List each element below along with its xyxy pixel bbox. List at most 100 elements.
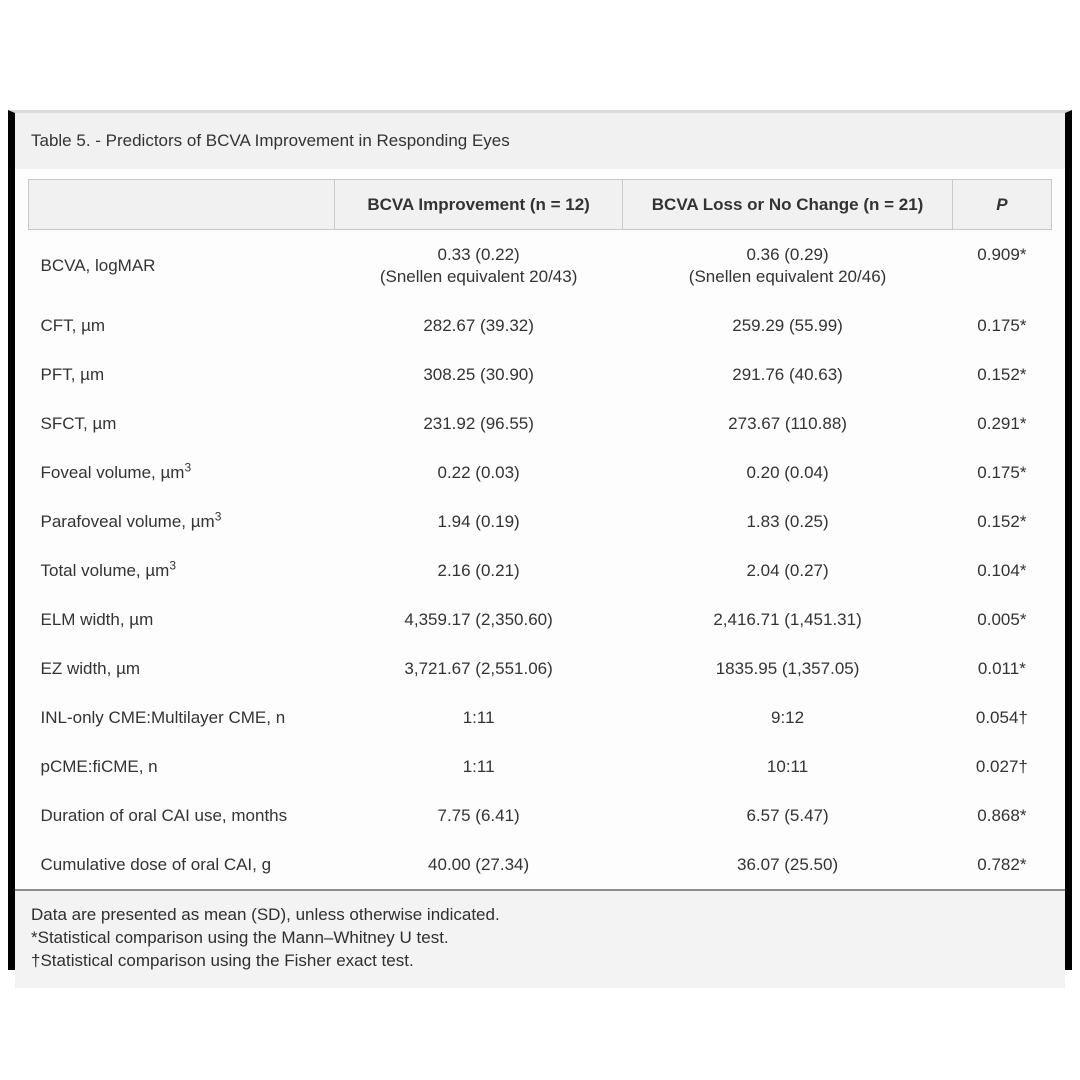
row-label: Cumulative dose of oral CAI, g (40, 855, 272, 874)
p-value: 0.152* (977, 365, 1027, 384)
table-body: BCVA, logMAR 0.33 (0.22) (Snellen equivale… (29, 230, 1052, 890)
improvement-value-line: 1.94 (0.19) (437, 512, 520, 531)
p-value: 0.005* (977, 610, 1027, 629)
footnote-line: †Statistical comparison using the Fisher… (31, 951, 414, 970)
col-header-p: P (951, 179, 1053, 230)
table-title: Table 5. - Predictors of BCVA Improvemen… (31, 131, 510, 150)
table-row: Foveal volume, µm3 0.22 (0.03) 0.20 (0.04)… (29, 448, 1052, 497)
improvement-value-line: 282.67 (39.32) (423, 316, 534, 335)
improvement-value: 282.67 (39.32) (334, 301, 622, 350)
p-value: 0.909* (977, 245, 1027, 264)
improvement-value-line: 1:11 (462, 708, 495, 727)
footnotes: Data are presented as mean (SD), unless … (15, 889, 1065, 988)
loss-value-line: 0.20 (0.04) (746, 463, 829, 482)
row-label: EZ width, µm (40, 659, 141, 678)
row-label: PFT, µm (40, 365, 105, 384)
improvement-value: 231.92 (96.55) (334, 399, 622, 448)
table-row: Duration of oral CAI use, months 7.75 (6.… (29, 791, 1052, 840)
row-label: ELM width, µm (40, 610, 154, 629)
loss-value: 2.04 (0.27) (623, 546, 952, 595)
table-row: ELM width, µm 4,359.17 (2,350.60) 2,416.71… (29, 595, 1052, 644)
row-label: Total volume, µm3 (40, 558, 177, 580)
row-label-superscript: 3 (169, 558, 177, 573)
row-label-superscript: 3 (214, 509, 222, 524)
predictors-table: BCVA Improvement (n = 12) BCVA Loss or N… (28, 179, 1053, 890)
p-value: 0.782* (977, 855, 1027, 874)
loss-value-line: 1835.95 (1,357.05) (715, 659, 860, 678)
improvement-value: 1:11 (334, 742, 622, 791)
footnote-line: *Statistical comparison using the Mann–W… (31, 928, 449, 947)
improvement-value: 1:11 (334, 693, 622, 742)
p-value: 0.152* (977, 512, 1027, 531)
table-row: EZ width, µm 3,721.67 (2,551.06) 1835.95 (… (29, 644, 1052, 693)
footnote-line: Data are presented as mean (SD), unless … (31, 905, 500, 924)
row-label: Duration of oral CAI use, months (40, 806, 288, 825)
table-row: Parafoveal volume, µm3 1.94 (0.19) 1.83 (0… (29, 497, 1052, 546)
table-title-bar: Table 5. - Predictors of BCVA Improvemen… (15, 113, 1065, 169)
col-header-improvement: BCVA Improvement (n = 12) (333, 179, 624, 230)
table-row: PFT, µm 308.25 (30.90) 291.76 (40.63) 0.152… (29, 350, 1052, 399)
p-value: 0.011* (977, 659, 1026, 678)
improvement-value-line: 4,359.17 (2,350.60) (404, 610, 553, 629)
row-label: CFT, µm (40, 316, 106, 335)
improvement-value-line: 3,721.67 (2,551.06) (404, 659, 553, 678)
improvement-value: 2.16 (0.21) (334, 546, 622, 595)
improvement-value-line: (Snellen equivalent 20/43) (379, 267, 578, 286)
row-label: pCME:fiCME, n (40, 757, 158, 776)
loss-value: 1835.95 (1,357.05) (623, 644, 952, 693)
table-row: pCME:fiCME, n 1:11 10:11 0.027† (29, 742, 1052, 791)
p-value: 0.104* (977, 561, 1027, 580)
improvement-value-line: 308.25 (30.90) (423, 365, 534, 384)
loss-value: 1.83 (0.25) (623, 497, 952, 546)
p-value: 0.054† (975, 708, 1028, 727)
loss-value-line: 36.07 (25.50) (736, 855, 839, 874)
table-row: Cumulative dose of oral CAI, g 40.00 (27.… (29, 840, 1052, 889)
loss-value: 0.20 (0.04) (623, 448, 952, 497)
header-row: BCVA Improvement (n = 12) BCVA Loss or N… (28, 179, 1053, 230)
row-label: BCVA, logMAR (40, 256, 156, 275)
table-wrap: BCVA Improvement (n = 12) BCVA Loss or N… (15, 169, 1065, 889)
loss-value-line: (Snellen equivalent 20/46) (688, 267, 887, 286)
col-header-loss: BCVA Loss or No Change (n = 21) (622, 179, 953, 230)
improvement-value-line: 1:11 (462, 757, 495, 776)
loss-value: 10:11 (623, 742, 952, 791)
loss-value: 273.67 (110.88) (623, 399, 952, 448)
loss-value-line: 6.57 (5.47) (746, 806, 829, 825)
improvement-value: 1.94 (0.19) (334, 497, 622, 546)
loss-value: 291.76 (40.63) (623, 350, 952, 399)
p-value: 0.175* (977, 316, 1027, 335)
loss-value-line: 2,416.71 (1,451.31) (713, 610, 862, 629)
improvement-value-line: 40.00 (27.34) (428, 855, 530, 874)
loss-value: 6.57 (5.47) (623, 791, 952, 840)
loss-value-line: 273.67 (110.88) (728, 414, 847, 433)
improvement-value: 40.00 (27.34) (334, 840, 622, 889)
table-row: INL-only CME:Multilayer CME, n 1:11 9:12 0.… (29, 693, 1052, 742)
loss-value-line: 10:11 (766, 757, 809, 776)
loss-value: 2,416.71 (1,451.31) (623, 595, 952, 644)
improvement-value: 4,359.17 (2,350.60) (334, 595, 622, 644)
loss-value-line: 9:12 (771, 708, 805, 727)
loss-value-line: 291.76 (40.63) (732, 365, 843, 384)
row-label-superscript: 3 (184, 460, 192, 475)
improvement-value-line: 231.92 (96.55) (423, 414, 534, 433)
loss-value-line: 259.29 (55.99) (732, 316, 843, 335)
p-value: 0.027† (975, 757, 1028, 776)
p-value: 0.291* (977, 414, 1027, 433)
improvement-value: 0.33 (0.22) (Snellen equivalent 20/43) (334, 230, 622, 302)
row-label: SFCT, µm (40, 414, 117, 433)
improvement-value: 0.22 (0.03) (334, 448, 622, 497)
improvement-value-line: 0.22 (0.03) (437, 463, 520, 482)
improvement-value-line: 7.75 (6.41) (437, 806, 520, 825)
table-row: CFT, µm 282.67 (39.32) 259.29 (55.99) 0.175… (29, 301, 1052, 350)
p-value: 0.175* (977, 463, 1027, 482)
loss-value: 0.36 (0.29) (Snellen equivalent 20/46) (623, 230, 952, 302)
improvement-value: 3,721.67 (2,551.06) (334, 644, 622, 693)
row-label: Parafoveal volume, µm3 (40, 509, 222, 531)
improvement-value: 308.25 (30.90) (334, 350, 622, 399)
loss-value: 36.07 (25.50) (623, 840, 952, 889)
row-label: INL-only CME:Multilayer CME, n (40, 708, 286, 727)
col-header-rowhead (28, 179, 335, 230)
loss-value-line: 1.83 (0.25) (746, 512, 829, 531)
loss-value: 9:12 (623, 693, 952, 742)
table-card: Table 5. - Predictors of BCVA Improvemen… (8, 110, 1072, 988)
